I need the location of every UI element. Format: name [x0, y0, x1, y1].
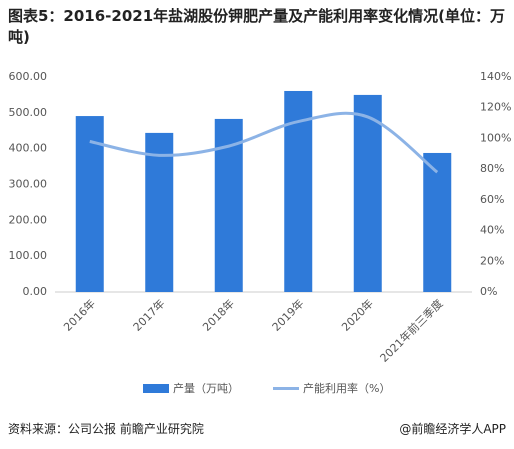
y2-tick-label: 20%	[480, 254, 504, 267]
legend-label: 产量（万吨）	[173, 381, 239, 395]
legend-swatch	[143, 384, 169, 393]
y-tick-label: 200.00	[9, 213, 48, 226]
bar	[423, 152, 452, 292]
y-tick-label: 500.00	[9, 106, 48, 119]
y-tick-label: 100.00	[9, 249, 48, 262]
y2-tick-label: 80%	[480, 162, 504, 175]
chart-title: 图表5：2016-2021年盐湖股份钾肥产量及产能利用率变化情况(单位：万吨)	[8, 7, 506, 46]
x-tick-label: 2021年前三季度	[377, 296, 446, 365]
source: 资料来源：公司公报 前瞻产业研究院	[8, 422, 204, 436]
bar	[75, 116, 104, 292]
y2-tick-label: 60%	[480, 193, 504, 206]
y2-tick-label: 140%	[480, 70, 511, 83]
y2-tick-label: 0%	[480, 285, 497, 298]
y-tick-label: 400.00	[9, 142, 48, 155]
y2-tick-label: 120%	[480, 101, 511, 114]
y-tick-label: 600.00	[9, 70, 48, 83]
bar	[353, 94, 382, 293]
bar	[145, 132, 174, 292]
x-tick-label: 2017年	[130, 296, 167, 333]
x-tick-label: 2016年	[61, 296, 98, 333]
line	[89, 111, 439, 174]
y-tick-label: 0.00	[23, 285, 48, 298]
x-tick-label: 2020年	[339, 296, 376, 333]
y-tick-label: 300.00	[9, 178, 48, 191]
y2-tick-label: 40%	[480, 224, 504, 237]
y2-tick-label: 100%	[480, 131, 511, 144]
x-tick-label: 2018年	[200, 296, 237, 333]
x-tick-label: 2019年	[269, 296, 306, 333]
credit: @前瞻经济学人APP	[399, 422, 506, 436]
legend-label: 产能利用率（%）	[303, 381, 390, 395]
